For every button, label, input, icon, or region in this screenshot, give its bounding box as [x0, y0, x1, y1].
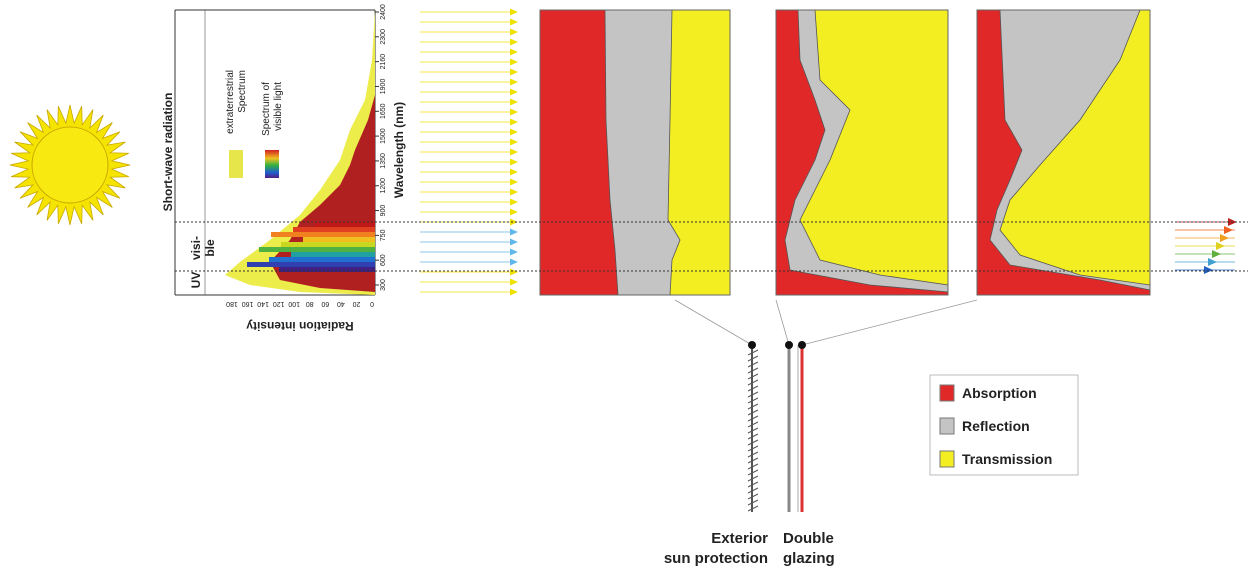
arrowhead: [510, 239, 518, 246]
arrowhead: [510, 9, 518, 16]
tick-label: 100: [288, 300, 300, 307]
tick-label: 900: [380, 205, 387, 217]
label: UV: [189, 272, 203, 289]
spectrum-band: [281, 242, 375, 247]
arrowhead: [1212, 250, 1221, 258]
legend-swatch: [265, 150, 279, 178]
arrowhead: [1204, 266, 1213, 274]
spectrum-band: [291, 252, 375, 257]
arrowhead: [510, 59, 518, 66]
tick-label: 2160: [380, 54, 387, 70]
arrowhead: [510, 39, 518, 46]
spectrum-band: [247, 262, 375, 267]
tick-label: 180: [226, 300, 238, 307]
arrowhead: [510, 279, 518, 286]
spectrum-band: [293, 227, 375, 232]
arrowhead: [510, 29, 518, 36]
tick-label: 140: [257, 300, 269, 307]
arrowhead: [510, 79, 518, 86]
legend-text: Spectrum: [237, 70, 248, 113]
tick-label: 1900: [380, 79, 387, 95]
legend-text: Spectrum of: [261, 82, 272, 136]
label: Short-wave radiation: [161, 93, 175, 212]
arrowhead: [510, 149, 518, 156]
arrowhead: [510, 119, 518, 126]
dot: [798, 341, 806, 349]
arrowhead: [510, 169, 518, 176]
axis-title: Wavelength (nm): [392, 102, 406, 198]
arrowhead: [510, 129, 518, 136]
sun-disc: [32, 127, 108, 203]
tick-label: 160: [242, 300, 254, 307]
spectrum-band: [259, 247, 375, 252]
legend-text: extraterrestrial: [225, 70, 236, 134]
legend-text: visible light: [273, 82, 284, 131]
label: visi-: [189, 236, 203, 260]
arrowhead: [510, 249, 518, 256]
tick-label: 1650: [380, 103, 387, 119]
arrowhead: [510, 189, 518, 196]
label: ble: [203, 239, 217, 257]
tick-label: 2400: [380, 4, 387, 20]
layer-label: Double: [783, 530, 834, 547]
layer-label: glazing: [783, 550, 835, 567]
layer-label: Exterior: [711, 530, 768, 547]
tick-label: 300: [380, 279, 387, 291]
arrowhead: [510, 99, 518, 106]
tick-label: 80: [306, 300, 314, 307]
arrowhead: [510, 259, 518, 266]
legend-swatch: [229, 150, 243, 178]
arrowhead: [510, 229, 518, 236]
arrowhead: [510, 109, 518, 116]
arrowhead: [510, 159, 518, 166]
arrowhead: [510, 139, 518, 146]
arrowhead: [1208, 258, 1217, 266]
tick-label: 1350: [380, 153, 387, 169]
arrowhead: [1216, 242, 1225, 250]
legend-label: Absorption: [962, 385, 1037, 401]
arrowhead: [510, 69, 518, 76]
tick-label: 1200: [380, 178, 387, 194]
arrowhead: [510, 209, 518, 216]
visible-spectrum: [247, 222, 375, 272]
arrowhead: [510, 19, 518, 26]
spectrum-band: [271, 232, 375, 237]
arrowhead: [510, 289, 518, 296]
spectrum-band: [315, 222, 375, 227]
spectrum-band: [269, 257, 375, 262]
connectors: [675, 300, 977, 345]
legend-swatch: [940, 385, 954, 401]
dot: [748, 341, 756, 349]
arrowhead: [1220, 234, 1229, 242]
arrowhead: [510, 89, 518, 96]
tick-label: 120: [273, 300, 285, 307]
legend-swatch: [940, 451, 954, 467]
tick-label: 1500: [380, 128, 387, 144]
dot: [785, 341, 793, 349]
tick-label: 60: [321, 300, 329, 307]
spectrum-band: [303, 237, 375, 242]
arrowhead: [510, 49, 518, 56]
diagram: Short-wave radiation UV visi- ble Wavele…: [0, 0, 1248, 572]
layer-label: sun protection: [664, 550, 768, 567]
tick-label: 0: [370, 300, 374, 307]
sun: [10, 105, 130, 225]
arrowhead: [510, 269, 518, 276]
legend-label: Reflection: [962, 418, 1030, 434]
tick-label: 40: [337, 300, 345, 307]
tick-label: 2300: [380, 29, 387, 45]
charts: [540, 10, 1150, 295]
legend-swatch: [940, 418, 954, 434]
arrowhead: [510, 199, 518, 206]
arrowhead: [1224, 226, 1233, 234]
legend-label: Transmission: [962, 451, 1052, 467]
tick-label: 750: [380, 229, 387, 241]
arrowhead: [510, 179, 518, 186]
tick-label: 600: [380, 254, 387, 266]
axis-title: Radiation intensity: [246, 319, 354, 333]
tick-label: 20: [352, 300, 360, 307]
